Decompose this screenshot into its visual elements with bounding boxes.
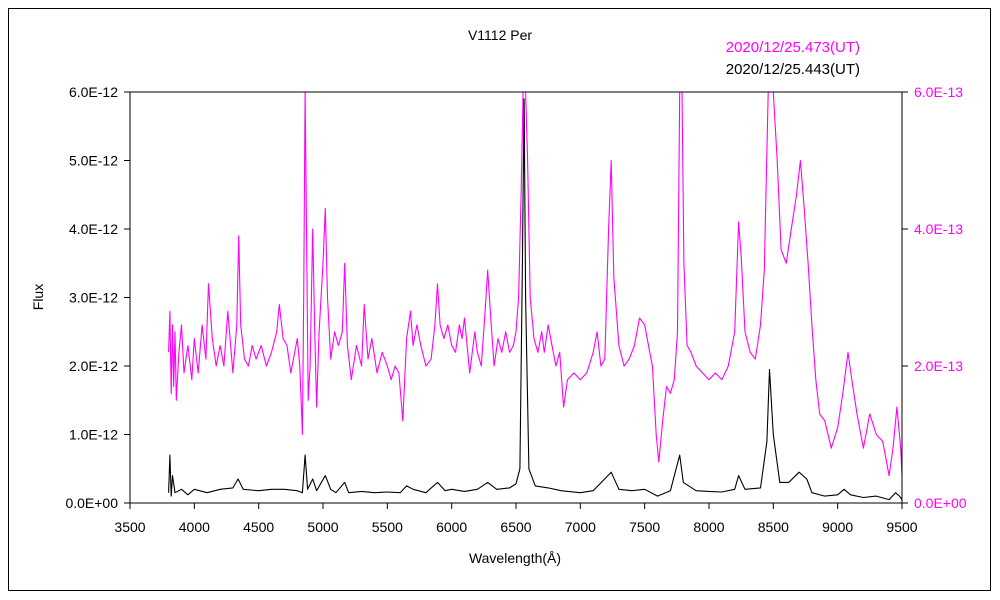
plot-frame (129, 91, 903, 504)
y-axis-right: 0.0E+00 2.0E-13 4.0E-13 6.0E-13 (902, 84, 967, 511)
y-left-tick-label: 3.0E-12 (69, 290, 118, 306)
x-tick-label: 8000 (693, 519, 724, 535)
y-left-tick-label: 4.0E-12 (69, 221, 118, 237)
x-tick-label: 8500 (758, 519, 789, 535)
x-tick-label: 4000 (179, 519, 210, 535)
x-tick-label: 6000 (436, 519, 467, 535)
chart-title: V1112 Per (468, 27, 532, 43)
series-line-black (168, 98, 902, 501)
y-axis-label: Flux (30, 284, 46, 310)
y-right-tick-label: 4.0E-13 (914, 221, 963, 237)
y-left-tick-label: 1.0E-12 (69, 427, 118, 443)
y-right-tick-label: 0.0E+00 (914, 495, 967, 511)
outer-frame (8, 8, 991, 591)
legend-entry-black: 2020/12/25.443(UT) (726, 61, 860, 78)
x-tick-label: 5500 (372, 519, 403, 535)
x-axis-label: Wavelength(Å) (469, 550, 561, 566)
y-left-tick-label: 0.0E+00 (65, 495, 118, 511)
x-tick-label: 9500 (886, 519, 917, 535)
y-axis-left: 0.0E+00 1.0E-12 2.0E-12 3.0E-12 4.0E-12 5.0E-… (65, 84, 130, 511)
y-left-tick-label: 2.0E-12 (69, 358, 118, 374)
x-tick-label: 3500 (114, 519, 145, 535)
x-tick-label: 5000 (307, 519, 338, 535)
x-axis: 3500 4000 4500 5000 5500 6000 6500 7000 7500 8000… (114, 503, 918, 535)
x-tick-label: 7000 (565, 519, 596, 535)
y-right-tick-label: 6.0E-13 (914, 84, 963, 100)
series-line-magenta (168, 92, 902, 477)
x-tick-label: 7500 (629, 519, 660, 535)
y-left-tick-label: 6.0E-12 (69, 84, 118, 100)
legend-entry-magenta: 2020/12/25.473(UT) (726, 39, 860, 56)
y-right-tick-label: 2.0E-13 (914, 358, 963, 374)
x-tick-label: 9000 (822, 519, 853, 535)
x-tick-label: 6500 (500, 519, 531, 535)
series-layer (168, 92, 902, 501)
y-left-tick-label: 5.0E-12 (69, 153, 118, 169)
x-tick-label: 4500 (243, 519, 274, 535)
